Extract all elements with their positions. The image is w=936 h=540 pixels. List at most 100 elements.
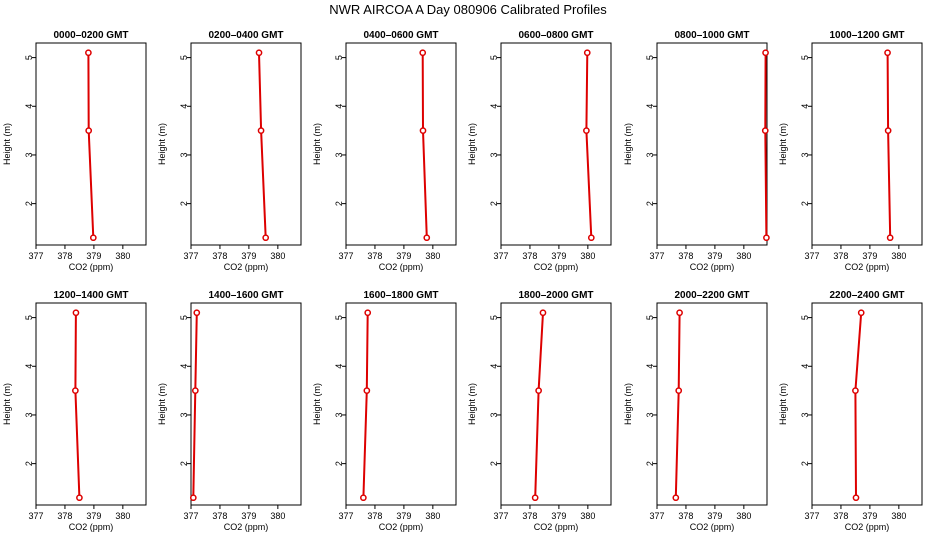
profile-panel: 1400–1600 GMT 377 378 379 380 2 3 4 5 CO2 (ppm) He… bbox=[157, 290, 302, 532]
plot-frame bbox=[35, 302, 147, 506]
plot-frame bbox=[656, 302, 768, 506]
x-axis-label: CO2 (ppm) bbox=[690, 522, 735, 532]
x-tick-label: 380 bbox=[580, 511, 595, 521]
profile-point bbox=[762, 49, 769, 57]
x-tick-label: 379 bbox=[86, 511, 101, 521]
y-tick-label: 3 bbox=[334, 152, 344, 157]
plot-frame bbox=[500, 42, 612, 246]
y-tick-label: 4 bbox=[24, 104, 34, 109]
y-axis-label: Height (m) bbox=[157, 123, 167, 165]
y-tick-label: 2 bbox=[24, 461, 34, 466]
y-axis-label: Height (m) bbox=[623, 123, 633, 165]
x-tick-label: 380 bbox=[580, 251, 595, 261]
x-tick-label: 379 bbox=[86, 251, 101, 261]
profile-point bbox=[189, 494, 197, 502]
y-tick-label: 3 bbox=[24, 412, 34, 417]
y-tick-label: 5 bbox=[24, 55, 34, 60]
x-tick-label: 379 bbox=[707, 251, 722, 261]
y-tick-label: 4 bbox=[645, 104, 655, 109]
y-tick-label: 2 bbox=[24, 201, 34, 206]
x-tick-label: 379 bbox=[241, 251, 256, 261]
x-tick-label: 380 bbox=[425, 251, 440, 261]
x-tick-label: 380 bbox=[736, 251, 751, 261]
x-tick-label: 377 bbox=[649, 251, 664, 261]
x-tick-label: 377 bbox=[649, 511, 664, 521]
y-tick-label: 3 bbox=[334, 412, 344, 417]
x-axis-label: CO2 (ppm) bbox=[534, 262, 579, 272]
x-tick-label: 379 bbox=[707, 511, 722, 521]
profile-line bbox=[854, 312, 863, 498]
x-tick-label: 379 bbox=[862, 511, 877, 521]
x-axis-label: CO2 (ppm) bbox=[224, 522, 269, 532]
panel-title: 0400–0600 GMT bbox=[363, 30, 438, 41]
x-tick-label: 378 bbox=[57, 251, 72, 261]
y-tick-label: 4 bbox=[179, 104, 189, 109]
profile-point bbox=[852, 387, 859, 394]
x-tick-label: 379 bbox=[551, 511, 566, 521]
y-tick-label: 5 bbox=[645, 55, 655, 60]
x-tick-label: 377 bbox=[493, 251, 508, 261]
y-tick-label: 5 bbox=[489, 55, 499, 60]
figure-title: NWR AIRCOA A Day 080906 Calibrated Profi… bbox=[329, 2, 607, 17]
profile-point bbox=[423, 234, 431, 242]
x-tick-label: 377 bbox=[493, 511, 508, 521]
x-tick-label: 377 bbox=[183, 511, 198, 521]
profile-point bbox=[193, 309, 201, 317]
x-tick-label: 377 bbox=[804, 511, 819, 521]
plot-frame bbox=[500, 302, 612, 506]
y-tick-label: 5 bbox=[800, 315, 810, 320]
x-tick-label: 378 bbox=[833, 251, 848, 261]
profile-point bbox=[360, 494, 367, 502]
panel-title: 2200–2400 GMT bbox=[829, 290, 904, 301]
y-tick-label: 3 bbox=[489, 412, 499, 417]
x-tick-label: 378 bbox=[367, 511, 382, 521]
panel-title: 1400–1600 GMT bbox=[208, 290, 283, 301]
y-tick-label: 2 bbox=[800, 461, 810, 466]
y-tick-label: 2 bbox=[800, 201, 810, 206]
y-tick-label: 4 bbox=[645, 364, 655, 369]
x-tick-label: 380 bbox=[270, 251, 285, 261]
profile-panel: 1200–1400 GMT 377 378 379 380 2 3 4 5 CO2 (ppm) He… bbox=[2, 290, 147, 532]
profile-line bbox=[362, 312, 369, 498]
y-axis-label: Height (m) bbox=[623, 383, 633, 425]
profile-point bbox=[535, 387, 542, 394]
profile-point bbox=[191, 387, 199, 394]
y-axis-label: Height (m) bbox=[312, 123, 322, 165]
y-tick-label: 3 bbox=[645, 152, 655, 157]
y-tick-label: 5 bbox=[24, 315, 34, 320]
panel-title: 1000–1200 GMT bbox=[829, 30, 904, 41]
profile-point bbox=[262, 234, 270, 242]
profile-point bbox=[257, 127, 265, 134]
profile-panel: 2200–2400 GMT 377 378 379 380 2 3 4 5 CO2 (ppm) He… bbox=[778, 290, 923, 532]
profile-line bbox=[764, 52, 768, 238]
profile-line bbox=[585, 52, 593, 238]
y-tick-label: 2 bbox=[334, 201, 344, 206]
y-tick-label: 3 bbox=[179, 152, 189, 157]
profile-point bbox=[583, 127, 590, 134]
y-tick-label: 2 bbox=[645, 201, 655, 206]
y-tick-label: 4 bbox=[800, 104, 810, 109]
y-tick-label: 3 bbox=[800, 152, 810, 157]
profile-line bbox=[886, 52, 892, 238]
profile-point bbox=[886, 234, 894, 242]
plot-frame bbox=[35, 42, 147, 246]
y-tick-label: 3 bbox=[800, 412, 810, 417]
profile-point bbox=[419, 49, 427, 57]
y-tick-label: 5 bbox=[489, 315, 499, 320]
profile-point bbox=[419, 127, 427, 134]
x-tick-label: 378 bbox=[212, 511, 227, 521]
y-axis-label: Height (m) bbox=[467, 123, 477, 165]
profile-point bbox=[76, 494, 83, 502]
plot-frame bbox=[345, 42, 457, 246]
y-tick-label: 2 bbox=[179, 201, 189, 206]
x-axis-label: CO2 (ppm) bbox=[845, 262, 890, 272]
x-axis-label: CO2 (ppm) bbox=[379, 522, 424, 532]
profile-panel: 0600–0800 GMT 377 378 379 380 2 3 4 5 CO2 (ppm) He… bbox=[467, 30, 612, 272]
y-tick-label: 4 bbox=[179, 364, 189, 369]
panel-title: 1200–1400 GMT bbox=[53, 290, 128, 301]
x-axis-label: CO2 (ppm) bbox=[379, 262, 424, 272]
profile-point bbox=[884, 49, 891, 57]
plot-frame bbox=[345, 302, 457, 506]
y-tick-label: 5 bbox=[334, 55, 344, 60]
